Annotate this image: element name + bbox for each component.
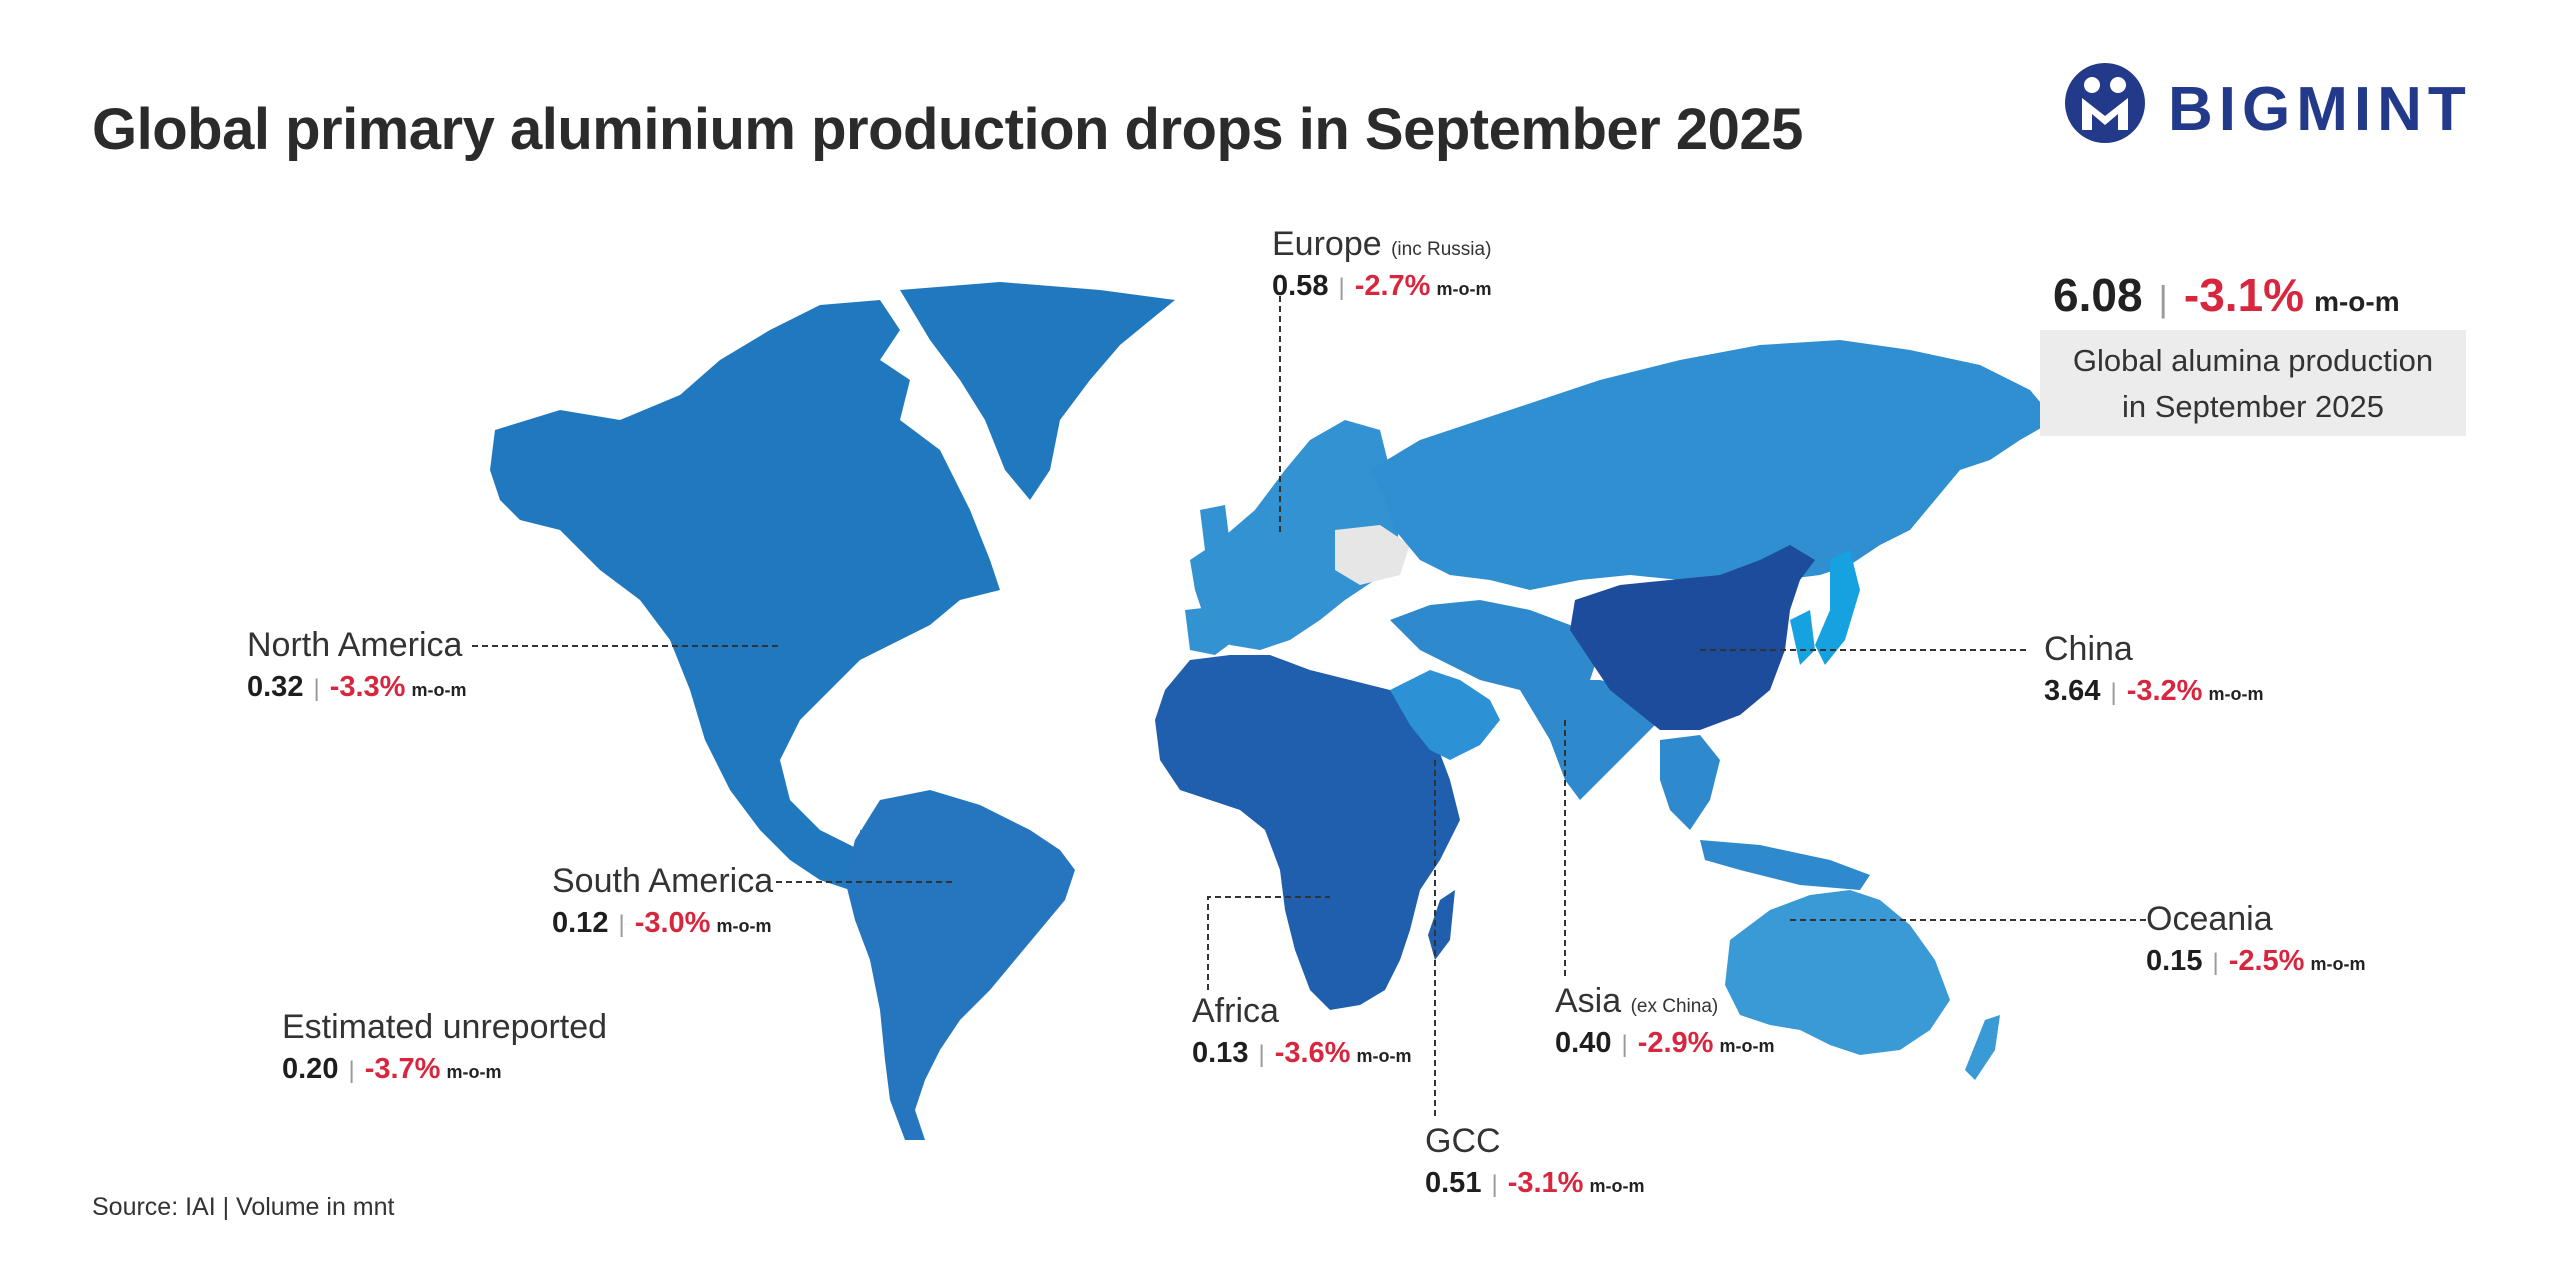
region-stats: 0.12 | -3.0% m-o-m	[552, 907, 772, 940]
chart-title: Global primary aluminium production drop…	[92, 97, 1803, 162]
region-name: GCC	[1425, 1122, 1501, 1160]
label-china: China 3.64 | -3.2% m-o-m	[2044, 630, 2263, 711]
region-name: South America	[552, 862, 774, 900]
label-africa: Africa 0.13 | -3.6% m-o-m	[1192, 992, 1411, 1073]
label-unreported: Estimated unreported 0.20 | -3.7% m-o-m	[282, 1008, 607, 1089]
greenland-shape	[900, 282, 1175, 500]
label-oceania: Oceania 0.15 | -2.5% m-o-m	[2146, 900, 2365, 981]
bigmint-logo-icon	[2065, 63, 2145, 143]
region-name: China	[2044, 630, 2133, 668]
southeast-asia-shape	[1660, 735, 1870, 890]
label-north-america: North America 0.32 | -3.3% m-o-m	[247, 626, 466, 707]
label-south-america: South America 0.12 | -3.0% m-o-m	[552, 862, 773, 943]
region-stats: 0.15 | -2.5% m-o-m	[2146, 945, 2366, 978]
global-total: 6.08 | -3.1% m-o-m	[2053, 268, 2400, 322]
region-name: Africa	[1192, 992, 1279, 1030]
label-asia: Asia (ex China) 0.40 | -2.9% m-o-m	[1555, 982, 1774, 1063]
gcc-shape	[1390, 670, 1500, 760]
region-name: North America	[247, 626, 463, 664]
china-shape	[1570, 545, 1815, 730]
region-name: Oceania	[2146, 900, 2273, 938]
label-europe: Europe (inc Russia) 0.58 | -2.7% m-o-m	[1272, 225, 1491, 306]
india-shape	[1520, 680, 1660, 800]
leader-line-africa	[1207, 896, 1330, 990]
brand-logo: BIGMINT	[2060, 58, 2490, 148]
africa-shape	[1155, 655, 1460, 1010]
global-stats: 6.08 | -3.1% m-o-m	[2053, 269, 2400, 321]
russia-shape	[1370, 340, 2055, 590]
region-stats: 0.20 | -3.7% m-o-m	[282, 1053, 502, 1086]
region-name: Europe (inc Russia)	[1272, 225, 1492, 263]
region-stats: 0.13 | -3.6% m-o-m	[1192, 1037, 1412, 1070]
global-caption: Global alumina production in September 2…	[2040, 330, 2466, 436]
ukraine-shape	[1335, 525, 1410, 585]
japan-korea-shape	[1790, 550, 1860, 665]
region-name: Asia (ex China)	[1555, 982, 1719, 1020]
region-stats: 0.58 | -2.7% m-o-m	[1272, 270, 1492, 303]
new-zealand-shape	[1965, 1015, 2000, 1080]
label-gcc: GCC 0.51 | -3.1% m-o-m	[1425, 1122, 1644, 1203]
middle-east-shape	[1390, 600, 1600, 690]
region-stats: 0.32 | -3.3% m-o-m	[247, 671, 467, 704]
madagascar-shape	[1428, 890, 1455, 960]
region-stats: 0.40 | -2.9% m-o-m	[1555, 1027, 1775, 1060]
south-america-shape	[845, 790, 1075, 1140]
iberia-uk-shape	[1185, 505, 1235, 655]
oceania-shape	[1725, 890, 1950, 1055]
source-note: Source: IAI | Volume in mnt	[92, 1193, 395, 1221]
region-stats: 0.51 | -3.1% m-o-m	[1425, 1167, 1645, 1200]
north-america-shape	[490, 300, 1000, 910]
brand-name: BIGMINT	[2168, 75, 2472, 144]
europe-shape	[1190, 420, 1400, 650]
region-stats: 3.64 | -3.2% m-o-m	[2044, 675, 2264, 708]
region-name: Estimated unreported	[282, 1008, 608, 1046]
